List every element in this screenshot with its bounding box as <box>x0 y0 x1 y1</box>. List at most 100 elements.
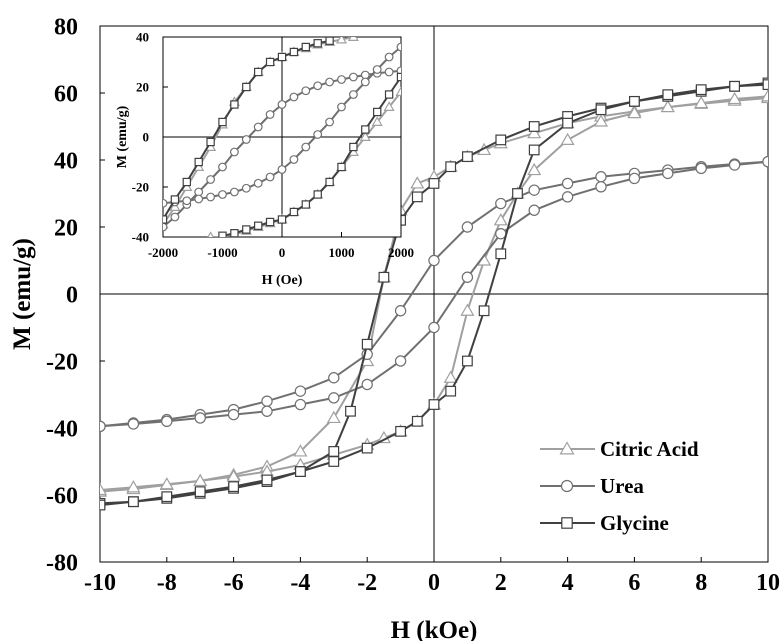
main-y-tick-label: 60 <box>54 81 78 107</box>
main-y-tick-label: -80 <box>46 550 78 576</box>
inset-x-tick-label: -1000 <box>207 245 237 260</box>
inset-urea-circle-marker <box>289 155 299 164</box>
inset-urea-circle-marker <box>182 196 192 206</box>
main-citric-acid-triangle-marker <box>326 410 341 424</box>
inset-urea-circle-marker <box>194 194 204 204</box>
inset-citric-acid-triangle-marker <box>359 131 371 141</box>
inset-urea-circle-marker <box>241 135 251 144</box>
inset-plot-area: -2000 -1000 0 1000 2000 -40 -20 0 20 40 H (Oe) M (e… <box>115 30 414 288</box>
main-citric-acid-triangle-marker <box>126 480 141 493</box>
main-glycine-square-marker <box>478 305 490 317</box>
main-citric-acid-triangle-marker <box>527 125 542 139</box>
inset-urea-circle-marker <box>265 172 275 182</box>
legend-glycine-marker <box>561 517 573 529</box>
inset-glycine-square-marker <box>242 82 251 92</box>
inset-urea-circle-marker <box>218 190 227 199</box>
inset-urea-circle-marker <box>301 86 311 96</box>
inset-glycine-square-marker <box>349 142 358 152</box>
main-glycine-square-marker <box>378 271 390 283</box>
main-glycine-square-marker <box>695 84 707 96</box>
inset-citric-acid-triangle-marker <box>371 116 383 126</box>
inset-urea-circle-marker <box>163 198 168 208</box>
inset-x-tick-label: 2000 <box>388 245 414 260</box>
inset-citric-acid-triangle-marker <box>383 101 395 111</box>
main-urea-circle-marker <box>461 221 474 233</box>
inset-glycine-square-marker <box>313 190 322 199</box>
legend: Citric Acid Urea Glycine <box>540 437 699 535</box>
main-y-tick-label: 0 <box>66 282 78 308</box>
main-urea-circle-marker <box>361 378 373 391</box>
main-citric-acid-triangle-marker <box>660 99 675 113</box>
main-citric-acid-triangle-marker <box>727 91 742 105</box>
inset-glycine-square-marker <box>265 217 275 227</box>
main-urea-circle-marker <box>194 412 206 424</box>
main-glycine-square-marker <box>411 191 423 203</box>
main-urea-circle-marker <box>227 408 240 421</box>
main-glycine-square-marker <box>495 248 507 260</box>
inset-glycine-square-marker <box>301 200 311 209</box>
inset-x-tick-label: 1000 <box>329 245 355 260</box>
inset-urea-circle-marker <box>265 110 275 119</box>
main-citric-acid-triangle-marker <box>100 482 108 496</box>
inset-urea-circle-marker <box>218 162 227 172</box>
inset-y-tick-label: 20 <box>136 80 149 95</box>
main-urea-circle-marker <box>261 405 273 417</box>
inset-urea-circle-marker <box>325 117 335 127</box>
main-urea-circle-marker <box>127 418 140 430</box>
inset-glycine-square-marker <box>254 221 263 230</box>
main-y-tick-label: 80 <box>54 14 78 40</box>
inset-urea-circle-marker <box>325 77 335 87</box>
inset-urea-circle-marker <box>313 81 323 91</box>
main-citric-acid-triangle-marker <box>593 114 609 127</box>
inset-glycine-square-marker <box>254 67 263 77</box>
inset-glycine-square-marker <box>301 42 311 52</box>
inset-series-layer <box>163 37 401 237</box>
inset-glycine-square-marker <box>277 215 287 224</box>
main-glycine-square-marker <box>445 161 457 173</box>
main-urea-circle-marker <box>294 398 307 411</box>
inset-glycine-square-marker <box>230 229 239 237</box>
inset-glycine-square-marker <box>373 107 382 117</box>
inset-citric-acid-triangle-marker <box>347 37 359 41</box>
main-glycine-square-marker <box>445 385 457 397</box>
main-citric-acid-triangle-marker <box>493 213 508 226</box>
main-citric-acid-triangle-marker <box>527 162 542 176</box>
main-citric-acid-triangle-marker <box>193 473 208 487</box>
inset-glycine-square-marker <box>194 157 203 167</box>
main-urea-circle-marker <box>328 392 340 404</box>
inset-glycine-square-marker <box>325 37 334 45</box>
main-glycine-square-marker <box>100 499 106 511</box>
main-x-tick-label: -8 <box>157 570 177 596</box>
main-urea-circle-marker <box>595 181 607 193</box>
inset-urea-circle-marker <box>170 212 180 222</box>
main-y-axis-label: M (emu/g) <box>9 238 36 350</box>
main-y-tick-label: -40 <box>46 416 78 442</box>
inset-y-tick-label: 0 <box>143 130 150 145</box>
main-glycine-square-marker <box>395 425 406 437</box>
main-urea-circle-marker <box>428 254 440 267</box>
inset-glycine-square-marker <box>289 47 299 57</box>
main-glycine-square-marker <box>462 355 473 367</box>
main-x-tick-label: 4 <box>562 570 574 596</box>
main-citric-acid-triangle-marker <box>560 132 575 145</box>
main-glycine-square-marker <box>628 95 640 107</box>
main-citric-acid-triangle-marker <box>460 303 475 316</box>
inset-urea-circle-marker <box>206 175 216 184</box>
main-citric-acid-triangle-marker <box>443 370 458 383</box>
main-glycine-square-marker <box>462 151 473 163</box>
inset-urea-circle-marker <box>360 77 370 87</box>
main-citric-acid-lower-branch-line <box>100 95 768 491</box>
inset-glycine-square-marker <box>218 231 227 237</box>
main-series-layer <box>100 77 768 511</box>
inset-urea-circle-marker <box>384 52 394 62</box>
inset-glycine-square-marker <box>242 225 251 234</box>
main-glycine-square-marker <box>595 104 607 116</box>
inset-glycine-square-marker <box>337 162 346 172</box>
inset-urea-circle-marker <box>277 165 287 174</box>
main-y-tick-label: -20 <box>46 349 78 375</box>
main-y-tick-label: 40 <box>54 148 78 174</box>
main-urea-circle-marker <box>762 155 768 168</box>
main-x-tick-label: -4 <box>290 570 310 596</box>
main-urea-circle-marker <box>394 355 407 367</box>
